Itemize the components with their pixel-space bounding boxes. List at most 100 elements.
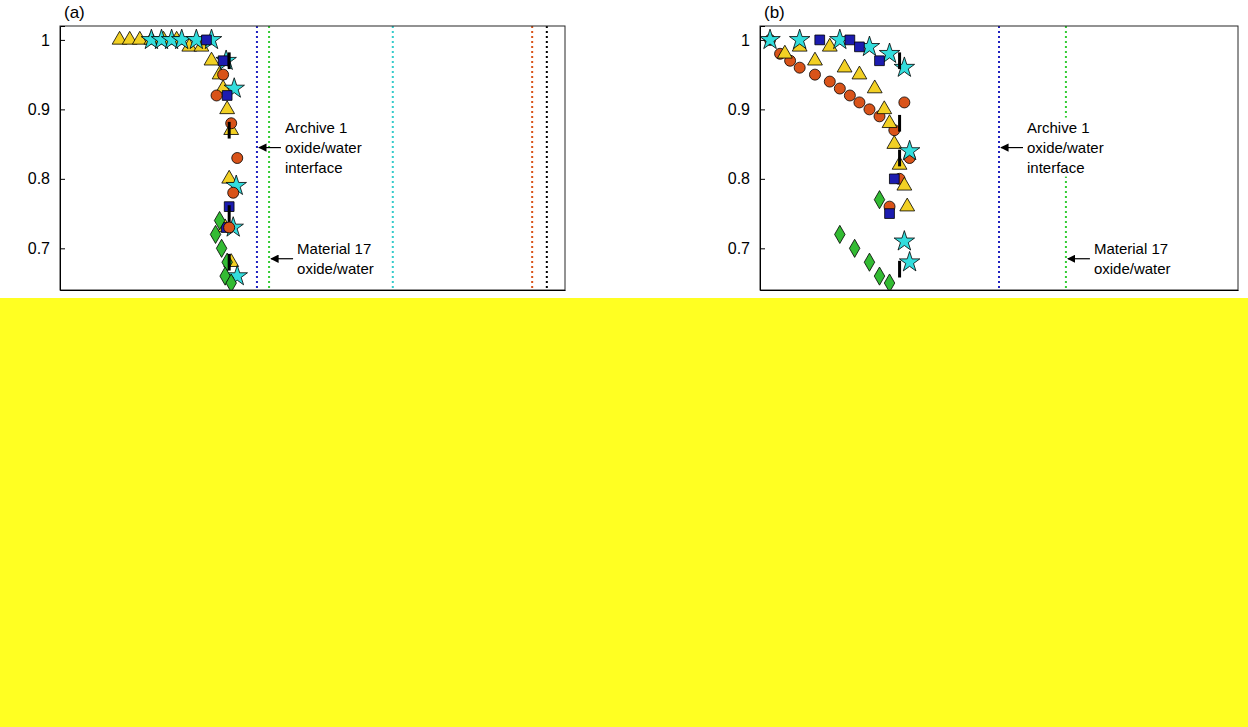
plot-frame (760, 26, 1238, 290)
scatter-point (228, 187, 239, 198)
scatter-point (844, 90, 855, 101)
reference-line (256, 26, 258, 290)
scatter-point (899, 97, 910, 108)
background-band (0, 298, 1248, 727)
tick-mark (60, 109, 65, 110)
tick: 0.9 (728, 101, 765, 118)
tick-mark (60, 179, 65, 180)
panel-label: (a) (64, 3, 85, 22)
scatter-point (232, 153, 243, 164)
scatter-point (887, 136, 902, 149)
reference-line (531, 26, 533, 290)
scatter-point (835, 225, 845, 243)
tick: 0.7 (728, 240, 765, 257)
tick-mark (60, 40, 65, 41)
tick-mark (760, 109, 765, 110)
scatter-point (222, 91, 232, 101)
axis-line (761, 290, 1239, 291)
scatter-point (224, 222, 235, 233)
scatter-point (837, 59, 852, 72)
axis-line (61, 27, 66, 291)
annotation-arrow (271, 258, 293, 259)
scatter-point (889, 174, 899, 184)
scatter-point (884, 274, 894, 290)
scatter-point (201, 29, 221, 48)
annotation-background (295, 239, 376, 278)
tick-label: 0.7 (728, 240, 750, 257)
scatter-point (877, 101, 892, 114)
scatter-point (777, 45, 792, 58)
error-bar (228, 205, 231, 222)
annotation-arrow (259, 147, 281, 148)
error-bar (228, 122, 231, 139)
scatter-point (218, 69, 229, 80)
error-bar (228, 254, 231, 271)
annotation-background (1092, 239, 1173, 278)
plot-area (760, 26, 1238, 290)
tick-label: 1 (41, 32, 50, 49)
scatter-point (875, 56, 885, 66)
marks (760, 26, 1066, 290)
annotation-text: Archive 1oxide/waterinterface (285, 119, 362, 176)
scatter-point (211, 90, 222, 101)
scatter-point (849, 239, 859, 257)
y-axis: 0.7 0.8 0.9 1 (28, 27, 65, 291)
scatter-point (216, 239, 226, 257)
scatter-point (214, 211, 224, 229)
scatter-point (852, 66, 867, 79)
marks (112, 26, 547, 290)
scatter-point (218, 56, 228, 66)
scatter-point (900, 198, 915, 211)
scatter-point (899, 251, 919, 270)
tick: 1 (741, 32, 765, 49)
tick: 0.9 (28, 101, 65, 118)
scatter-point (834, 83, 845, 94)
scatter-point (864, 104, 875, 115)
scatter-point (845, 35, 855, 45)
tick-label: 0.9 (28, 101, 50, 118)
tick: 1 (41, 32, 65, 49)
error-bar (228, 52, 231, 69)
scatter-point (864, 253, 874, 271)
scatter-point (216, 50, 236, 69)
annotation-arrow (1068, 258, 1090, 259)
annotation: Archive 1oxide/waterinterface (259, 118, 364, 177)
scatter-point (202, 35, 212, 45)
scatter-point (882, 115, 897, 128)
tick-label: 0.8 (28, 170, 50, 187)
reference-line (392, 26, 394, 290)
annotation: Archive 1oxide/waterinterface (1001, 118, 1106, 177)
error-bar (898, 115, 901, 132)
tick-mark (760, 179, 765, 180)
scatter-point (894, 231, 914, 250)
scatter-point (874, 191, 884, 209)
plot-frame (60, 26, 565, 290)
scatter-point (760, 29, 780, 48)
scatter-point (885, 209, 895, 219)
y-axis: 0.7 0.8 0.9 1 (728, 27, 765, 291)
annotation-background (1025, 118, 1106, 177)
scatter-point (223, 217, 243, 236)
error-bar (898, 261, 901, 278)
tick-label: 0.7 (28, 240, 50, 257)
scatter-point (220, 101, 235, 114)
scatter-point (899, 140, 919, 159)
panel: 0.7 0.8 0.9 1 (a) (28, 3, 566, 292)
tick-label: 0.8 (728, 170, 750, 187)
tick-mark (60, 248, 65, 249)
x-axis (61, 290, 566, 291)
error-bar (898, 150, 901, 167)
annotation-background (283, 118, 364, 177)
scatter-point (226, 118, 237, 129)
error-bar (898, 52, 901, 69)
annotation: Material 17oxide/water (1068, 239, 1173, 278)
axis-line (761, 27, 766, 291)
scatter-point (204, 52, 219, 65)
reference-line (998, 26, 1000, 290)
scatter-point (226, 274, 236, 290)
tick-mark (760, 248, 765, 249)
x-axis (761, 290, 1239, 291)
tick-mark (760, 40, 765, 41)
axis-line (61, 290, 566, 291)
scatter-point (815, 35, 825, 45)
